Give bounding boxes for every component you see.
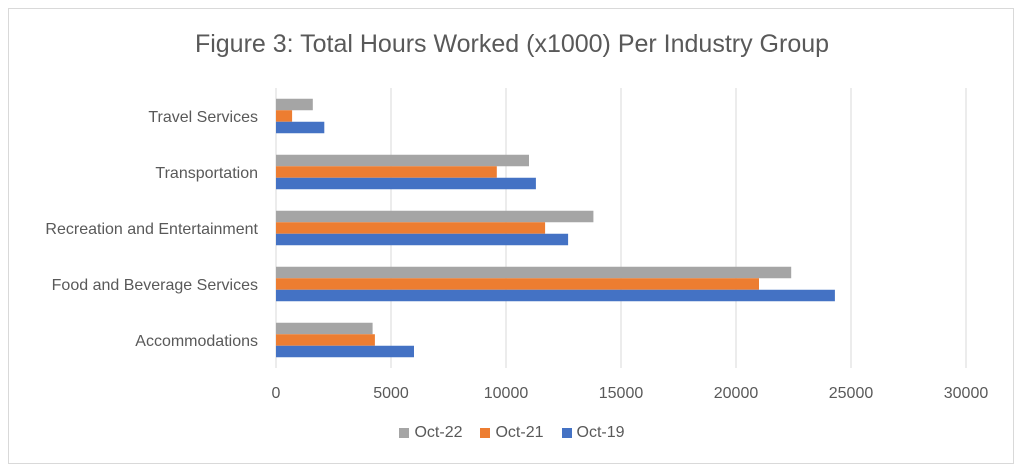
category-label: Recreation and Entertainment [45, 221, 258, 238]
bar-oct-21 [276, 110, 293, 122]
x-tick-label: 25000 [829, 385, 874, 402]
bar-oct-19 [276, 121, 325, 134]
legend-label: Oct-21 [495, 424, 544, 441]
bar-oct-21 [276, 222, 546, 234]
chart-title: Figure 3: Total Hours Worked (x1000) Per… [194, 30, 830, 58]
bar-oct-19 [276, 289, 835, 302]
bar-oct-19 [276, 233, 569, 246]
x-tick-label: 10000 [484, 385, 529, 402]
legend-item: Oct-22 [399, 424, 462, 442]
bar-oct-21 [276, 166, 497, 178]
category-label: Accommodations [135, 333, 258, 350]
x-tick-label: 20000 [714, 385, 759, 402]
chart-legend: Oct-22 Oct-21 Oct-19 [0, 424, 1024, 442]
bar-oct-22 [276, 322, 373, 335]
category-label: Travel Services [148, 109, 258, 126]
legend-swatch [399, 428, 410, 438]
bar-oct-19 [276, 345, 414, 358]
bar-oct-22 [276, 98, 313, 111]
bar-oct-22 [276, 266, 792, 279]
x-tick-label: 30000 [944, 385, 989, 402]
legend-item: Oct-19 [561, 424, 625, 442]
bar-oct-21 [276, 278, 759, 290]
x-tick-label: 0 [272, 385, 281, 402]
legend-item: Oct-21 [480, 424, 544, 442]
category-label: Transportation [155, 165, 258, 182]
legend-swatch [480, 428, 491, 438]
category-label: Food and Beverage Services [52, 277, 258, 294]
x-tick-label: 15000 [599, 385, 644, 402]
legend-swatch [561, 428, 572, 438]
x-tick-label: 5000 [373, 385, 409, 402]
legend-label: Oct-22 [414, 424, 463, 441]
legend-label: Oct-19 [576, 424, 625, 441]
bar-oct-22 [276, 210, 594, 223]
bar-oct-22 [276, 154, 529, 167]
bar-oct-21 [276, 334, 375, 346]
bar-oct-19 [276, 177, 536, 190]
